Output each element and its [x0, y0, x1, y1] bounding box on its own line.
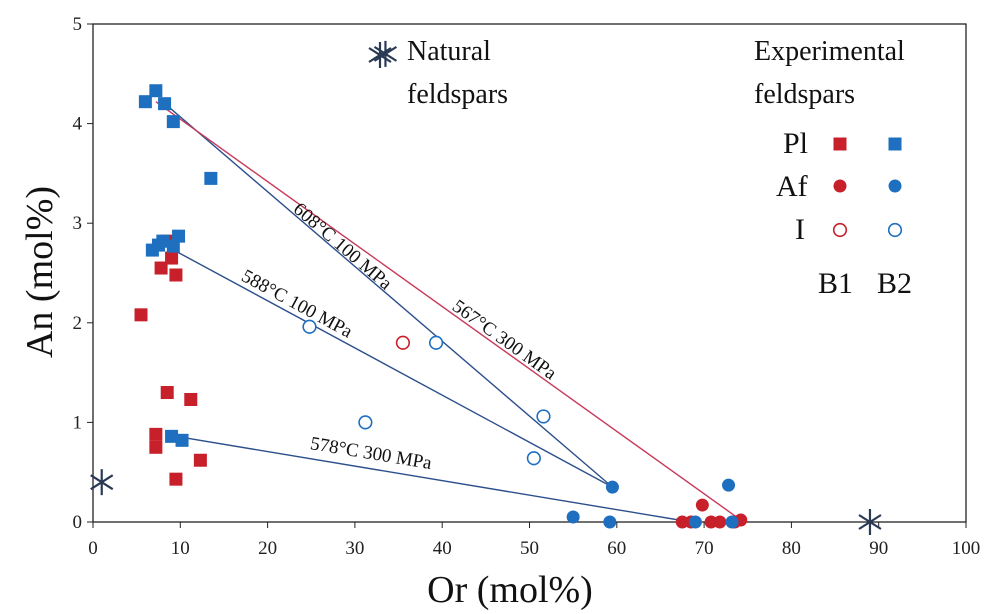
x-tick-label: 80 [782, 538, 801, 559]
legend-natural-marker [368, 42, 392, 68]
point-pl-b2 [204, 171, 218, 185]
legend-row-af: Af [776, 170, 808, 203]
tie-line-label: 588°C 100 MPa [238, 266, 356, 343]
tie-line-label: 608°C 100 MPa [289, 199, 396, 295]
x-tick-label: 90 [869, 538, 888, 559]
x-tick-label: 10 [171, 538, 190, 559]
tie-lines [155, 101, 742, 523]
x-tick-label: 30 [345, 538, 364, 559]
point-pl-b1 [134, 308, 148, 322]
point-pl-b1 [149, 427, 163, 441]
legend-marker-pl-b1 [833, 137, 847, 151]
data-points [90, 40, 882, 535]
x-tick-label: 40 [433, 538, 452, 559]
legend: Natural feldspars Experimental feldspars… [368, 36, 912, 300]
point-af-b1 [713, 515, 727, 529]
point-af-b2 [722, 478, 736, 492]
tie-line [164, 244, 613, 488]
tie-line [166, 105, 613, 488]
point-pl-b1 [165, 251, 179, 265]
point-i-b2 [302, 319, 317, 334]
point-pl-b2 [166, 115, 180, 129]
point-af-b1 [695, 498, 709, 512]
legend-experimental-title-1: Experimental [754, 36, 905, 67]
x-tick-label: 70 [695, 538, 714, 559]
x-tick-label: 50 [520, 538, 539, 559]
legend-marker-af-b1 [833, 179, 847, 193]
point-af-b2 [605, 480, 619, 494]
point-pl-b1 [169, 268, 183, 282]
point-pl-b2 [158, 97, 172, 111]
natural-feldspar-point [90, 469, 114, 496]
point-pl-b2 [138, 95, 152, 109]
x-tick-label: 20 [258, 538, 277, 559]
legend-marker-pl-b2 [888, 137, 902, 151]
y-tick-label: 4 [73, 114, 83, 135]
natural-marker-stroke [90, 474, 114, 491]
point-i-b2 [526, 451, 541, 466]
point-af-b2 [566, 510, 580, 524]
y-tick-label: 3 [73, 213, 83, 234]
x-tick-label: 100 [952, 538, 981, 559]
x-tick-label: 60 [607, 538, 626, 559]
y-axis-title: An (mol%) [19, 186, 61, 358]
natural-marker-stroke [368, 47, 392, 63]
legend-marker-i-b1 [832, 222, 848, 238]
legend-experimental-title-2: feldspars [754, 79, 855, 110]
point-af-b2 [688, 515, 702, 529]
point-pl-b1 [149, 440, 163, 454]
point-pl-b2 [149, 84, 163, 98]
legend-marker-i-b2 [887, 222, 903, 238]
point-i-b2 [428, 335, 444, 350]
natural-feldspar-point [373, 40, 398, 67]
tie-line [155, 101, 742, 521]
point-af-b2 [725, 515, 739, 529]
legend-row-i: I [795, 213, 805, 246]
point-pl-b2 [151, 238, 165, 252]
natural-feldspar-point [858, 509, 882, 535]
point-i-b2 [536, 409, 551, 424]
point-pl-b1 [160, 386, 174, 400]
point-af-b2 [603, 515, 617, 529]
point-i-b2 [358, 415, 373, 430]
point-pl-b1 [154, 261, 168, 275]
y-tick-label: 0 [73, 512, 83, 533]
y-tick-label: 1 [73, 412, 83, 433]
point-pl-b2 [175, 433, 189, 447]
point-i-b1 [395, 335, 411, 350]
legend-col-b1: B1 [818, 267, 853, 300]
point-pl-b2 [165, 429, 179, 443]
point-pl-b2 [172, 229, 186, 243]
point-pl-b1 [169, 472, 183, 486]
natural-marker-stroke [373, 45, 398, 62]
x-axis-title: Or (mol%) [427, 569, 593, 611]
point-pl-b1 [193, 453, 207, 467]
legend-natural-title-1: Natural [407, 36, 491, 67]
point-pl-b2 [166, 239, 180, 253]
point-pl-b1 [184, 392, 198, 406]
axis-ticks: 0 10 20 30 40 50 60 70 80 90 100 0 1 2 3 4 5 [73, 14, 981, 559]
y-tick-label: 5 [73, 14, 83, 35]
legend-markers [368, 42, 903, 238]
legend-marker-af-b2 [888, 179, 902, 193]
legend-row-pl: Pl [783, 127, 808, 160]
legend-col-b2: B2 [877, 267, 912, 300]
x-tick-label: 0 [88, 538, 98, 559]
tie-line-label: 567°C 300 MPa [448, 296, 560, 385]
legend-natural-title-2: feldspars [407, 79, 508, 110]
y-tick-label: 2 [73, 313, 83, 334]
natural-marker-stroke [858, 514, 882, 530]
tie-line [175, 435, 692, 523]
tie-line-label: 578°C 300 MPa [309, 433, 434, 474]
